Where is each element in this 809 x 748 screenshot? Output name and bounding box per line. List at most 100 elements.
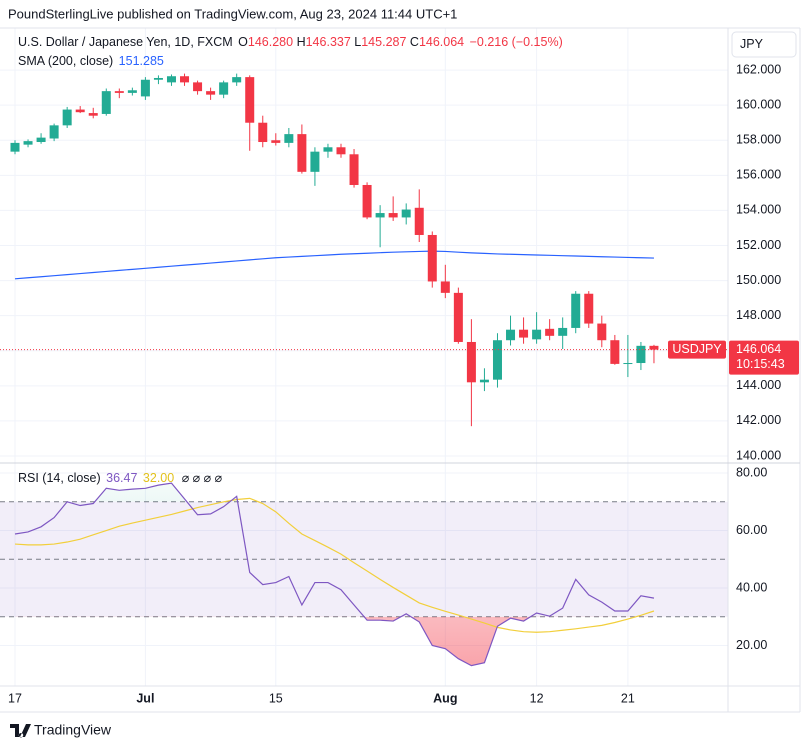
price-tag-countdown: 10:15:43 <box>736 357 785 371</box>
y-tick-label: 154.000 <box>736 203 781 217</box>
candle-body <box>336 147 346 155</box>
y-tick-label: 160.000 <box>736 97 781 111</box>
oversold-fill <box>15 616 654 666</box>
candle-body <box>401 209 411 218</box>
y-tick-label: 156.000 <box>736 168 781 182</box>
price-tag-value: 146.064 <box>736 342 781 356</box>
y-tick-label: 152.000 <box>736 238 781 252</box>
symbol-tag-label: USDJPY <box>672 342 722 356</box>
candle-body <box>140 79 150 97</box>
candle-body <box>506 329 516 341</box>
currency-label[interactable]: JPY <box>740 37 764 51</box>
y-tick-label: 158.000 <box>736 133 781 147</box>
candle-body <box>558 327 568 336</box>
sma-name: SMA (200, close) <box>18 54 113 68</box>
candle-body <box>114 91 124 93</box>
candle-body <box>479 379 489 383</box>
x-tick-label: 12 <box>530 691 544 705</box>
open-label: O <box>238 35 248 49</box>
candle-body <box>75 109 85 113</box>
candle-body <box>166 76 176 83</box>
logo-icon[interactable] <box>10 724 31 738</box>
sma-legend: SMA (200, close) 151.285 <box>18 54 164 68</box>
open-value: 146.280 <box>248 35 293 49</box>
tradingview-logo[interactable]: TradingView <box>10 722 112 738</box>
x-tick-label: 21 <box>621 691 635 705</box>
candle-body <box>206 91 216 95</box>
grid-layer <box>0 28 728 686</box>
y-tick-label: 80.00 <box>736 465 767 479</box>
x-tick-label: Aug <box>433 691 457 705</box>
high-value: 146.337 <box>306 35 351 49</box>
candle-body <box>88 113 98 116</box>
y-tick-label: 20.00 <box>736 638 767 652</box>
x-tick-label: 15 <box>269 691 283 705</box>
y-tick-label: 148.000 <box>736 308 781 322</box>
candle-body <box>453 292 463 342</box>
candle-body <box>101 91 111 114</box>
candle-body <box>153 77 163 80</box>
candle-body <box>310 151 320 172</box>
candle-body <box>271 140 281 143</box>
candle-body <box>388 213 398 218</box>
candle-body <box>180 76 190 83</box>
candle-body <box>610 340 620 364</box>
candle-body <box>284 134 294 143</box>
candle-body <box>584 293 594 324</box>
y-tick-label: 40.00 <box>736 580 767 594</box>
candle-body <box>414 207 424 235</box>
y-tick-label: 60.00 <box>736 523 767 537</box>
low-value: 145.287 <box>361 35 406 49</box>
candle-body <box>23 141 33 145</box>
candle-body <box>219 82 229 95</box>
candle-body <box>10 142 20 152</box>
rsi-value: 36.47 <box>106 471 137 485</box>
published-note: PoundSterlingLive published on TradingVi… <box>8 6 457 21</box>
candle-body <box>532 329 542 340</box>
rsi-legend: RSI (14, close) 36.47 32.00 ⌀ ⌀ ⌀ ⌀ <box>18 471 222 485</box>
candle-body <box>427 234 437 282</box>
price-tag <box>729 340 799 375</box>
y-tick-label: 162.000 <box>736 62 781 76</box>
high-label: H <box>297 35 306 49</box>
candle-body <box>245 77 255 123</box>
close-value: 146.064 <box>419 35 464 49</box>
change-value: −0.216 (−0.15%) <box>470 35 563 49</box>
rsi-line <box>14 482 655 667</box>
candle-body <box>492 340 502 380</box>
x-tick-label: Jul <box>136 691 154 705</box>
candle-body <box>597 323 607 341</box>
symbol-tag <box>668 340 726 359</box>
candle-body <box>545 328 555 336</box>
x-tick-label: 17 <box>8 691 22 705</box>
candle-body <box>323 147 333 152</box>
candle-body <box>36 137 46 143</box>
rsi-hidden-values: ⌀ ⌀ ⌀ ⌀ <box>182 471 223 485</box>
candle-body <box>375 213 385 218</box>
candle-body <box>232 77 242 83</box>
candle-body <box>466 341 476 383</box>
candle-body <box>49 125 59 139</box>
y-tick-label: 150.000 <box>736 273 781 287</box>
candle-body <box>623 363 633 365</box>
marks-layer <box>0 73 728 667</box>
candle-body <box>297 134 307 172</box>
currency-box[interactable] <box>731 31 797 58</box>
candle-body <box>519 329 529 338</box>
sma-value: 151.285 <box>119 54 164 68</box>
rsi-ma-value: 32.00 <box>143 471 174 485</box>
close-label: C <box>410 35 419 49</box>
candle-body <box>362 184 372 218</box>
logo-text[interactable]: TradingView <box>34 722 112 738</box>
candle-body <box>193 82 203 92</box>
candle-body <box>440 281 450 293</box>
rsi-ma-line <box>14 497 655 633</box>
low-label: L <box>354 35 361 49</box>
candle-body <box>649 345 659 350</box>
y-tick-label: 144.000 <box>736 378 781 392</box>
candle-body <box>258 122 268 143</box>
sma-line <box>14 250 654 280</box>
symbol-legend: U.S. Dollar / Japanese Yen, 1D, FXCM O14… <box>18 35 563 49</box>
